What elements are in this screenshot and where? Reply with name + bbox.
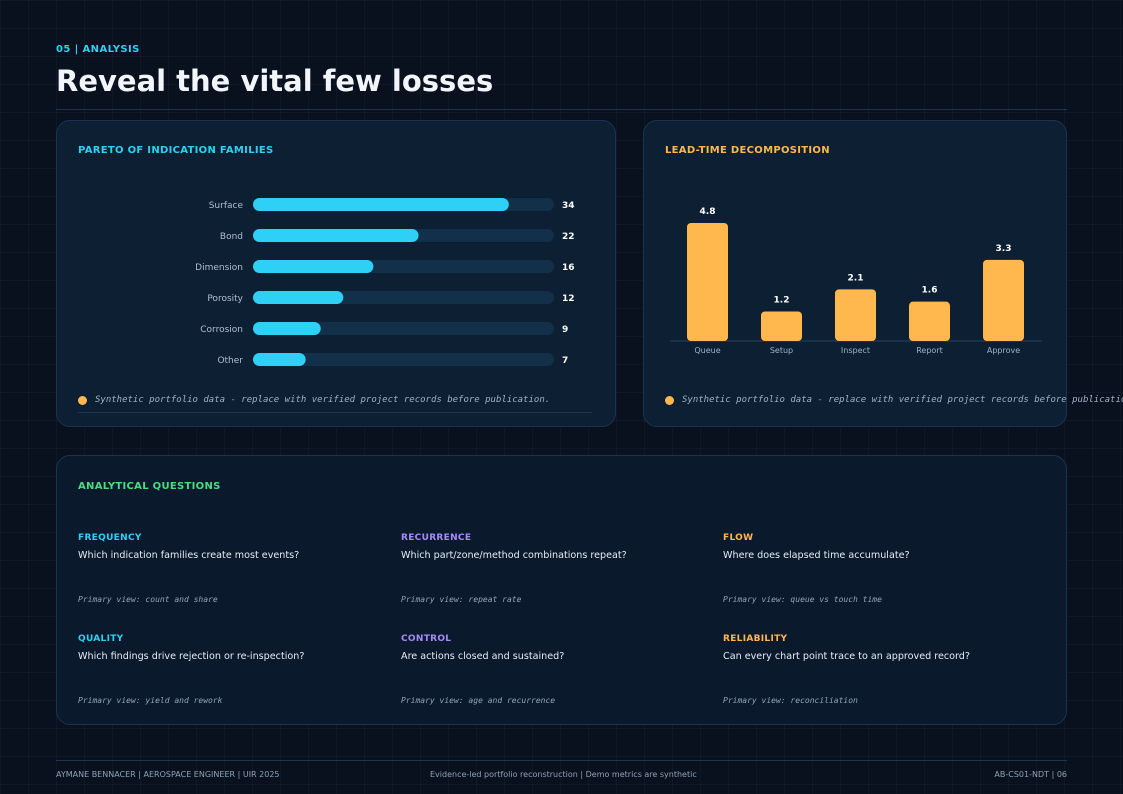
question-text: Are actions closed and sustained? <box>401 651 565 662</box>
bar-value-label: 12 <box>562 294 575 304</box>
question-view: Primary view: queue vs touch time <box>723 595 882 604</box>
question-text: Which indication families create most ev… <box>78 550 300 561</box>
question-quality: QUALITY Which findings drive rejection o… <box>78 634 378 705</box>
question-label: RELIABILITY <box>723 634 788 644</box>
pareto-chart: Surface 34 Bond 22 Dimension 16 Porosity 12 Corr… <box>195 198 575 366</box>
footer-left: AYMANE BENNACER | AEROSPACE ENGINEER | U… <box>56 770 280 779</box>
pareto-note-text: Synthetic portfolio data - replace with … <box>95 395 551 405</box>
question-label: FLOW <box>723 533 754 543</box>
pareto-note: Synthetic portfolio data - replace with … <box>78 395 550 405</box>
questions-card: ANALYTICAL QUESTIONS FREQUENCY Which ind… <box>56 455 1067 725</box>
question-text: Where does elapsed time accumulate? <box>723 550 910 561</box>
footer-divider <box>56 760 1067 761</box>
pareto-title: PARETO OF INDICATION FAMILIES <box>78 145 274 156</box>
bar <box>687 223 728 341</box>
leadtime-title: LEAD-TIME DECOMPOSITION <box>665 145 830 156</box>
bar-category-label: Surface <box>209 201 244 211</box>
bar-value-label: 7 <box>562 356 568 366</box>
bar-value-label: 4.8 <box>700 207 716 217</box>
bar-category-label: Queue <box>694 346 720 355</box>
question-view: Primary view: age and recurrence <box>401 696 556 705</box>
question-label: FREQUENCY <box>78 533 142 543</box>
bar-category-label: Corrosion <box>200 325 243 335</box>
bar <box>253 291 344 304</box>
bar-category-label: Porosity <box>207 294 243 304</box>
footer-center: Evidence-led portfolio reconstruction | … <box>430 770 697 779</box>
leadtime-card: LEAD-TIME DECOMPOSITION 4.8 Queue 1.2 Setup… <box>643 120 1123 427</box>
bar-value-label: 1.6 <box>922 286 938 296</box>
bar-category-label: Dimension <box>195 263 243 273</box>
bar-value-label: 3.3 <box>996 244 1012 254</box>
question-text: Can every chart point trace to an approv… <box>723 651 970 662</box>
bar-category-label: Bond <box>220 232 243 242</box>
question-view: Primary view: yield and rework <box>78 696 223 705</box>
question-text: Which part/zone/method combinations repe… <box>401 550 627 561</box>
question-view: Primary view: repeat rate <box>401 595 522 604</box>
bar <box>983 259 1024 341</box>
bar-value-label: 1.2 <box>774 296 790 306</box>
bar-category-label: Inspect <box>841 346 870 355</box>
bar <box>253 353 306 366</box>
bar-value-label: 9 <box>562 325 568 335</box>
leadtime-note: Synthetic portfolio data - replace with … <box>665 395 1123 405</box>
question-label: CONTROL <box>401 634 452 644</box>
eyebrow: 05 | ANALYSIS <box>56 44 140 55</box>
bar-category-label: Setup <box>770 346 793 355</box>
bar-track <box>253 322 554 335</box>
question-control: CONTROL Are actions closed and sustained… <box>401 634 701 705</box>
bar <box>253 260 374 273</box>
bar <box>761 311 802 341</box>
bar-value-label: 34 <box>562 201 575 211</box>
question-label: QUALITY <box>78 634 124 644</box>
bar-track <box>253 353 554 366</box>
note-dot-icon <box>78 395 87 405</box>
question-frequency: FREQUENCY Which indication families crea… <box>78 533 378 604</box>
question-text: Which findings drive rejection or re-ins… <box>78 651 305 662</box>
bar <box>253 198 509 211</box>
questions-title: ANALYTICAL QUESTIONS <box>78 481 221 492</box>
bar-category-label: Report <box>916 346 943 355</box>
footer-right: AB-CS01-NDT | 06 <box>994 770 1067 779</box>
question-flow: FLOW Where does elapsed time accumulate?… <box>723 533 1023 604</box>
bar-category-label: Other <box>217 356 243 366</box>
pareto-note-divider <box>78 412 592 413</box>
page-title: Reveal the vital few losses <box>56 64 494 98</box>
question-recurrence: RECURRENCE Which part/zone/method combin… <box>401 533 701 604</box>
bar-category-label: Approve <box>987 346 1020 355</box>
bar <box>253 229 419 242</box>
bar-value-label: 16 <box>562 263 575 273</box>
question-view: Primary view: reconciliation <box>723 696 858 705</box>
bar <box>835 289 876 341</box>
question-view: Primary view: count and share <box>78 595 218 604</box>
question-label: RECURRENCE <box>401 533 472 543</box>
bar-value-label: 22 <box>562 232 575 242</box>
note-dot-icon <box>665 395 674 405</box>
pareto-card: PARETO OF INDICATION FAMILIES Surface 34 B… <box>56 120 616 427</box>
question-reliability: RELIABILITY Can every chart point trace … <box>723 634 1023 705</box>
bar <box>909 301 950 341</box>
leadtime-note-text: Synthetic portfolio data - replace with … <box>682 395 1123 405</box>
bar <box>253 322 321 335</box>
bar-value-label: 2.1 <box>848 273 864 283</box>
header-divider <box>56 109 1067 110</box>
leadtime-chart: 4.8 Queue 1.2 Setup 2.1 Inspect 1.6 Report 3.3 Ap… <box>670 207 1042 355</box>
